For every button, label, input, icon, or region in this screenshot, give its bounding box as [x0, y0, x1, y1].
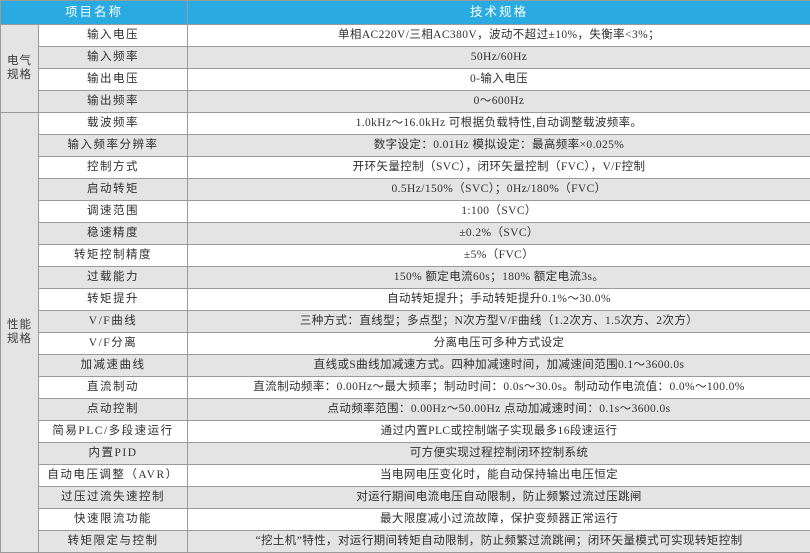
- table-row: 转矩控制精度±5%（FVC）: [1, 245, 810, 267]
- table-row: 快速限流功能最大限度减小过流故障，保护变频器正常运行: [1, 509, 810, 531]
- item-name-cell: 转矩限定与控制: [39, 531, 188, 553]
- item-name-cell: V/F曲线: [39, 311, 188, 333]
- table-row: 自动电压调整（AVR）当电网电压变化时，能自动保持输出电压恒定: [1, 465, 810, 487]
- item-name-cell: V/F分离: [39, 333, 188, 355]
- technical-spec-cell: 1:100（SVC）: [188, 201, 810, 223]
- technical-spec-cell: 自动转矩提升；手动转矩提升0.1%～30.0%: [188, 289, 810, 311]
- table-row: 控制方式开环矢量控制（SVC），闭环矢量控制（FVC），V/F控制: [1, 157, 810, 179]
- table-row: 点动控制点动频率范围：0.00Hz～50.00Hz 点动加减速时间：0.1s～3…: [1, 399, 810, 421]
- technical-spec-cell: 可方便实现过程控制闭环控制系统: [188, 443, 810, 465]
- technical-spec-cell: 点动频率范围：0.00Hz～50.00Hz 点动加减速时间：0.1s～3600.…: [188, 399, 810, 421]
- item-name-cell: 稳速精度: [39, 223, 188, 245]
- header-technical-spec: 技术规格: [188, 1, 810, 25]
- technical-spec-cell: 0.5Hz/150%（SVC）；0Hz/180%（FVC）: [188, 179, 810, 201]
- technical-spec-cell: 1.0kHz～16.0kHz 可根据负载特性,自动调整载波频率。: [188, 113, 810, 135]
- technical-spec-cell: “挖土机”特性，对运行期间转矩自动限制，防止频繁过流跳闸；闭环矢量模式可实现转矩…: [188, 531, 810, 553]
- item-name-cell: 点动控制: [39, 399, 188, 421]
- technical-spec-cell: 数字设定：0.01Hz 模拟设定：最高频率×0.025%: [188, 135, 810, 157]
- item-name-cell: 过载能力: [39, 267, 188, 289]
- item-name-cell: 快速限流功能: [39, 509, 188, 531]
- table-row: 加减速曲线直线或S曲线加减速方式。四种加减速时间，加减速间范围0.1～3600.…: [1, 355, 810, 377]
- technical-spec-cell: 50Hz/60Hz: [188, 47, 810, 69]
- group-label-line1: 电气: [5, 55, 34, 68]
- table-row: 稳速精度±0.2%（SVC）: [1, 223, 810, 245]
- group-label-cell: 电气规格: [1, 25, 39, 113]
- item-name-cell: 转矩提升: [39, 289, 188, 311]
- header-item-name: 项目名称: [1, 1, 188, 25]
- technical-spec-cell: 对运行期间电流电压自动限制，防止频繁过流过压跳闸: [188, 487, 810, 509]
- technical-spec-cell: 通过内置PLC或控制端子实现最多16段速运行: [188, 421, 810, 443]
- table-row: 电气规格输入电压单相AC220V/三相AC380V，波动不超过±10%，失衡率<…: [1, 25, 810, 47]
- item-name-cell: 载波频率: [39, 113, 188, 135]
- table-row: 直流制动直流制动频率：0.00Hz～最大频率；制动时间：0.0s～30.0s。制…: [1, 377, 810, 399]
- table-row: 输入频率分辨率数字设定：0.01Hz 模拟设定：最高频率×0.025%: [1, 135, 810, 157]
- table-row: V/F曲线三种方式：直线型；多点型；N次方型V/F曲线（1.2次方、1.5次方、…: [1, 311, 810, 333]
- table-row: 过压过流失速控制对运行期间电流电压自动限制，防止频繁过流过压跳闸: [1, 487, 810, 509]
- technical-spec-cell: 三种方式：直线型；多点型；N次方型V/F曲线（1.2次方、1.5次方、2次方）: [188, 311, 810, 333]
- item-name-cell: 内置PID: [39, 443, 188, 465]
- technical-spec-cell: 0-输入电压: [188, 69, 810, 91]
- item-name-cell: 输出电压: [39, 69, 188, 91]
- table-row: V/F分离分离电压可多种方式设定: [1, 333, 810, 355]
- item-name-cell: 过压过流失速控制: [39, 487, 188, 509]
- technical-spec-cell: 分离电压可多种方式设定: [188, 333, 810, 355]
- group-label-line1: 性能: [5, 319, 34, 332]
- item-name-cell: 直流制动: [39, 377, 188, 399]
- item-name-cell: 输出频率: [39, 91, 188, 113]
- item-name-cell: 控制方式: [39, 157, 188, 179]
- item-name-cell: 启动转矩: [39, 179, 188, 201]
- table-body: 电气规格输入电压单相AC220V/三相AC380V，波动不超过±10%，失衡率<…: [1, 25, 810, 553]
- group-label-cell: 性能规格: [1, 113, 39, 553]
- technical-spec-cell: ±5%（FVC）: [188, 245, 810, 267]
- item-name-cell: 输入频率: [39, 47, 188, 69]
- item-name-cell: 输入频率分辨率: [39, 135, 188, 157]
- table-row: 转矩限定与控制“挖土机”特性，对运行期间转矩自动限制，防止频繁过流跳闸；闭环矢量…: [1, 531, 810, 553]
- table-row: 简易PLC/多段速运行通过内置PLC或控制端子实现最多16段速运行: [1, 421, 810, 443]
- table-header: 项目名称 技术规格: [1, 1, 810, 25]
- item-name-cell: 加减速曲线: [39, 355, 188, 377]
- technical-spec-cell: 最大限度减小过流故障，保护变频器正常运行: [188, 509, 810, 531]
- technical-spec-cell: 单相AC220V/三相AC380V，波动不超过±10%，失衡率<3%；: [188, 25, 810, 47]
- technical-spec-cell: 开环矢量控制（SVC），闭环矢量控制（FVC），V/F控制: [188, 157, 810, 179]
- technical-spec-cell: 当电网电压变化时，能自动保持输出电压恒定: [188, 465, 810, 487]
- item-name-cell: 输入电压: [39, 25, 188, 47]
- technical-spec-cell: 150% 额定电流60s；180% 额定电流3s。: [188, 267, 810, 289]
- header-row: 项目名称 技术规格: [1, 1, 810, 25]
- table-row: 转矩提升自动转矩提升；手动转矩提升0.1%～30.0%: [1, 289, 810, 311]
- item-name-cell: 转矩控制精度: [39, 245, 188, 267]
- item-name-cell: 简易PLC/多段速运行: [39, 421, 188, 443]
- group-label-line2: 规格: [5, 333, 34, 346]
- item-name-cell: 自动电压调整（AVR）: [39, 465, 188, 487]
- group-label-line2: 规格: [5, 69, 34, 82]
- item-name-cell: 调速范围: [39, 201, 188, 223]
- technical-spec-cell: 直线或S曲线加减速方式。四种加减速时间，加减速间范围0.1～3600.0s: [188, 355, 810, 377]
- technical-spec-cell: 直流制动频率：0.00Hz～最大频率；制动时间：0.0s～30.0s。制动动作电…: [188, 377, 810, 399]
- technical-spec-cell: ±0.2%（SVC）: [188, 223, 810, 245]
- technical-spec-cell: 0～600Hz: [188, 91, 810, 113]
